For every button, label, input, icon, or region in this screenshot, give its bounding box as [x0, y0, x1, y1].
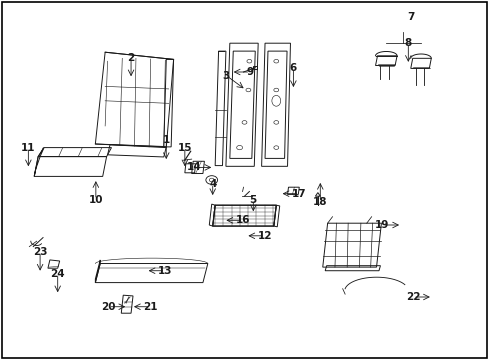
Text: 4: 4	[208, 179, 216, 189]
Text: 24: 24	[50, 269, 65, 279]
Text: 9: 9	[246, 67, 253, 77]
Text: 19: 19	[374, 220, 389, 230]
Text: 23: 23	[33, 247, 47, 257]
Text: 12: 12	[257, 231, 272, 241]
Text: 22: 22	[405, 292, 420, 302]
Text: 10: 10	[88, 195, 103, 205]
Text: 8: 8	[404, 38, 411, 48]
Text: 17: 17	[291, 189, 306, 199]
Text: 20: 20	[101, 302, 116, 312]
Text: 14: 14	[187, 162, 202, 172]
Text: 7: 7	[406, 12, 414, 22]
Text: 5: 5	[249, 195, 256, 205]
Text: 16: 16	[235, 215, 250, 225]
Text: 1: 1	[163, 135, 169, 145]
Text: 21: 21	[143, 302, 158, 312]
Text: 18: 18	[312, 197, 327, 207]
Text: 3: 3	[223, 71, 229, 81]
Text: 6: 6	[289, 63, 296, 73]
Text: 2: 2	[127, 53, 134, 63]
Text: 11: 11	[21, 143, 36, 153]
Text: 13: 13	[158, 266, 172, 276]
Text: 15: 15	[177, 143, 192, 153]
